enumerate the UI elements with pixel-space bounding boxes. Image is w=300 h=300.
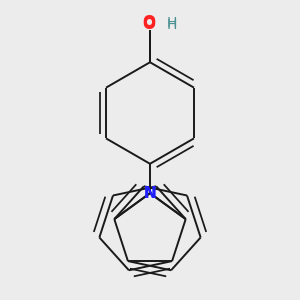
Text: N: N	[144, 186, 156, 201]
Text: N: N	[144, 186, 156, 201]
Text: H: H	[166, 18, 177, 32]
Text: O: O	[142, 17, 155, 32]
Text: O: O	[142, 15, 155, 30]
Text: H: H	[166, 16, 177, 30]
